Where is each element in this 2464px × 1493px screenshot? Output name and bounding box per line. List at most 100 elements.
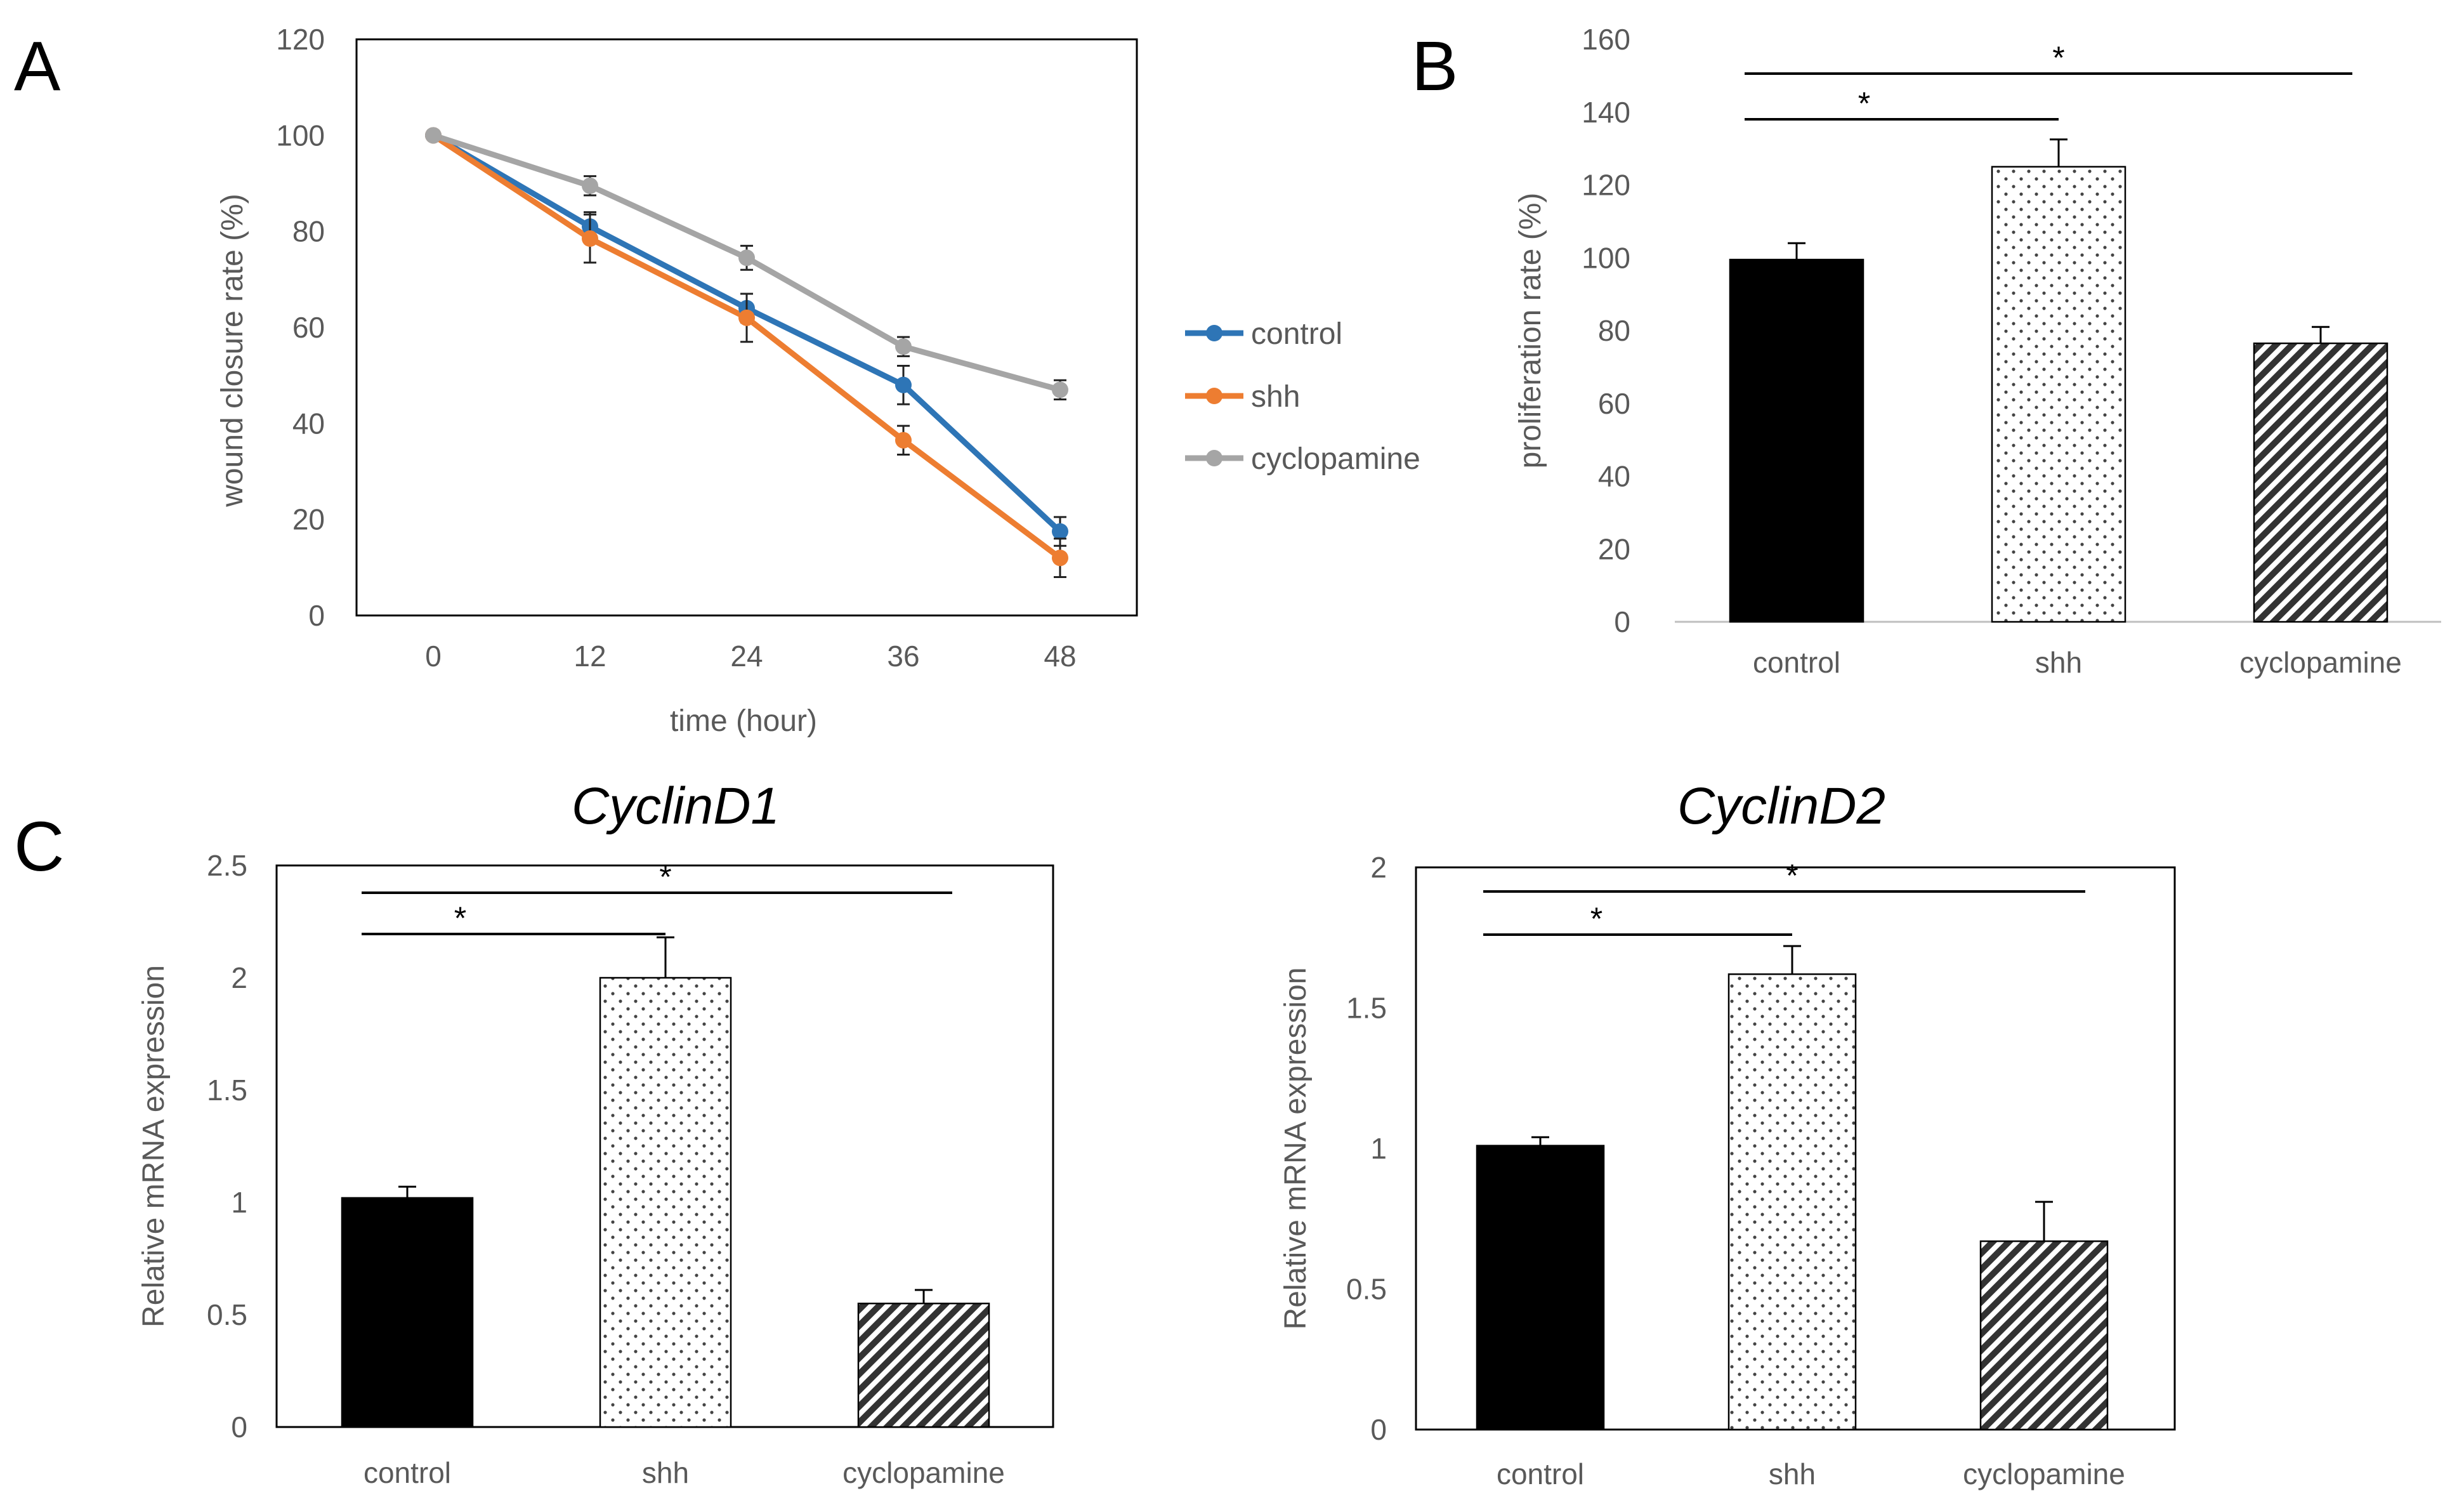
y-tick-label: 80: [292, 215, 325, 248]
y-tick-label: 20: [1598, 532, 1630, 565]
x-tick-label-shh: shh: [2035, 646, 2082, 679]
significance-star: *: [454, 900, 466, 936]
proliferation-bar-chart: 0 20 40 60 80 100 120 140 160 control shh cyclopam…: [1514, 23, 2441, 679]
x-tick-label: 0: [425, 640, 442, 673]
legend-label-cyclopamine: cyclopamine: [1251, 442, 1420, 476]
significance-star: *: [659, 859, 671, 895]
y-tick-label: 2: [231, 961, 247, 994]
y-tick-label: 60: [292, 311, 325, 344]
chart-title: CyclinD2: [1677, 777, 1885, 835]
legend-marker-control: [1206, 325, 1222, 341]
bar-shh-dotted: [1727, 973, 1857, 1431]
bar-control-solid-black: [341, 1197, 474, 1428]
data-point-shh: [738, 309, 755, 326]
x-tick-label-control: control: [1753, 646, 1840, 679]
data-point-cyclopamine: [738, 249, 755, 266]
series-line-shh: [431, 133, 1062, 560]
x-tick-label-cyclopamine: cyclopamine: [1963, 1457, 2125, 1490]
data-point-shh: [1052, 549, 1068, 567]
legend-marker-cyclopamine: [1206, 450, 1222, 466]
panel-letter-b: B: [1412, 27, 1458, 105]
x-tick-label-control: control: [364, 1456, 451, 1489]
y-tick-label: 0: [308, 599, 325, 632]
data-point-shh: [582, 230, 598, 247]
bar-shh-dotted: [1991, 166, 2127, 623]
x-axis-label: time (hour): [670, 704, 817, 738]
x-tick-label-control: control: [1497, 1457, 1584, 1490]
y-tick-label: 0.5: [1346, 1273, 1387, 1306]
bar-cyclopamine-diagonal-hatch: [857, 1303, 990, 1428]
y-tick-label: 1.5: [1346, 992, 1387, 1025]
y-tick-label: 0: [231, 1411, 247, 1444]
x-tick-label: 24: [730, 640, 763, 673]
y-tick-label: 1.5: [207, 1074, 247, 1107]
x-tick-label-shh: shh: [642, 1456, 689, 1489]
significance-star: *: [2052, 40, 2064, 76]
x-tick-label-cyclopamine: cyclopamine: [2239, 646, 2402, 679]
x-tick-label-cyclopamine: cyclopamine: [842, 1456, 1005, 1489]
bar-control-solid-black: [1476, 1145, 1605, 1431]
data-point-cyclopamine: [425, 127, 442, 144]
significance-star: *: [1786, 858, 1798, 893]
significance-group: **: [1745, 40, 2352, 121]
y-tick-label: 0: [1614, 605, 1630, 638]
y-tick-label: 100: [276, 119, 325, 152]
y-axis-ticks: 0 20 40 60 80 100 120: [276, 23, 325, 632]
x-tick-label-shh: shh: [1769, 1457, 1816, 1490]
data-point-cyclopamine: [1052, 381, 1068, 398]
data-point-control: [1052, 523, 1068, 540]
y-tick-label: 0: [1370, 1413, 1387, 1446]
x-axis-ticks: control shh cyclopamine: [364, 1456, 1005, 1489]
panel-letter-a: A: [14, 27, 61, 105]
y-tick-label: 1: [231, 1186, 247, 1219]
cyclind2-bar-chart: CyclinD2 0 0.5 1 1.5 2 control shh cyclopamine…: [1279, 777, 2176, 1490]
y-tick-label: 120: [276, 23, 325, 56]
chart-title: CyclinD1: [572, 777, 780, 835]
y-tick-label: 120: [1582, 169, 1630, 202]
y-tick-label: 80: [1598, 314, 1630, 347]
x-axis-ticks: 0 12 24 36 48: [425, 640, 1076, 673]
bar-control-solid-black: [1729, 258, 1864, 623]
data-point-cyclopamine: [895, 338, 912, 355]
y-axis-label: wound closure rate (%): [216, 194, 249, 508]
y-tick-label: 2.5: [207, 849, 247, 882]
y-tick-label: 2: [1370, 851, 1387, 884]
legend: control shh cyclopamine: [1185, 317, 1420, 476]
legend-label-control: control: [1251, 317, 1342, 351]
x-axis-ticks: control shh cyclopamine: [1753, 646, 2402, 679]
significance-group: **: [362, 859, 952, 936]
data-point-shh: [895, 431, 912, 449]
bar-shh-dotted: [599, 977, 732, 1428]
bars-group: [1729, 138, 2389, 623]
y-tick-label: 60: [1598, 387, 1630, 420]
data-point-control: [895, 376, 912, 393]
legend-label-shh: shh: [1251, 380, 1300, 414]
y-tick-label: 140: [1582, 96, 1630, 129]
y-axis-ticks: 0 0.5 1 1.5 2: [1346, 851, 1387, 1446]
bars-group: [341, 936, 990, 1428]
panel-letter-c: C: [14, 808, 64, 886]
bars-group: [1476, 945, 2109, 1431]
significance-group: **: [1483, 858, 2085, 937]
y-tick-label: 40: [1598, 460, 1630, 493]
y-tick-label: 100: [1582, 241, 1630, 274]
series-group: [425, 127, 1068, 578]
y-tick-label: 40: [292, 407, 325, 440]
bar-cyclopamine-diagonal-hatch: [2253, 342, 2389, 623]
wound-closure-line-chart: 0 20 40 60 80 100 120 0 12 24 36 48 time (hour) wo…: [216, 23, 1420, 738]
plot-frame: [355, 38, 1138, 617]
x-tick-label: 12: [573, 640, 606, 673]
y-tick-label: 0.5: [207, 1298, 247, 1331]
x-tick-label: 48: [1044, 640, 1076, 673]
significance-star: *: [1858, 86, 1870, 121]
legend-marker-shh: [1206, 388, 1222, 404]
x-tick-label: 36: [887, 640, 919, 673]
y-tick-label: 20: [292, 503, 325, 536]
y-axis-label: Relative mRNA expression: [1279, 968, 1313, 1330]
cyclind1-bar-chart: CyclinD1 0 0.5 1 1.5 2 2.5 control shh cyclopam…: [137, 777, 1054, 1489]
significance-star: *: [1590, 901, 1602, 937]
x-axis-ticks: control shh cyclopamine: [1497, 1457, 2125, 1490]
data-point-cyclopamine: [582, 177, 598, 194]
y-axis-label: proliferation rate (%): [1514, 193, 1547, 469]
